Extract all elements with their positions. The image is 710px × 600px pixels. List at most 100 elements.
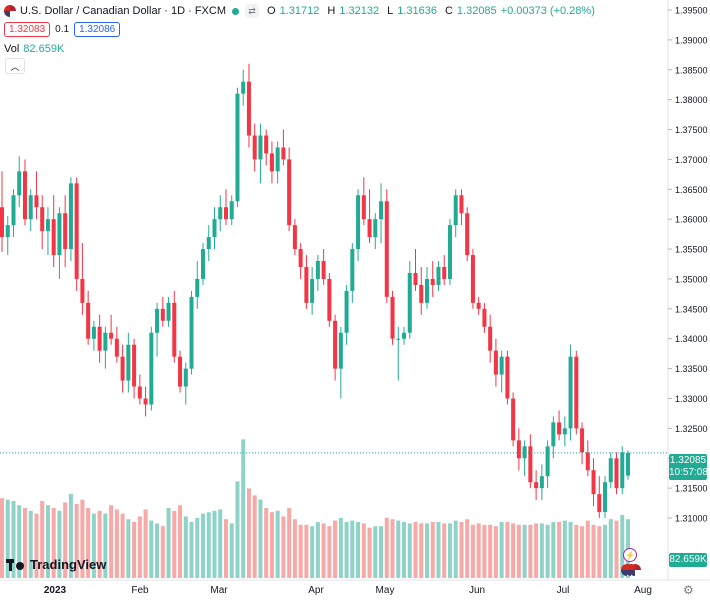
symbol-title[interactable]: U.S. Dollar / Canadian Dollar · 1D · FXC… [20, 5, 227, 17]
volume-bar [539, 523, 544, 578]
price-tick-label: 1.33500 [675, 364, 708, 374]
volume-bar [0, 498, 5, 578]
candle-body [149, 332, 154, 405]
volume-bar [384, 517, 389, 578]
candle-body [269, 153, 274, 172]
volume-bar [34, 513, 39, 578]
volume-bar [597, 526, 602, 578]
candle-body [488, 326, 493, 351]
volume-bar [11, 501, 16, 578]
candle-body [298, 249, 303, 267]
volume-bar [51, 508, 56, 578]
candle-body [453, 195, 458, 226]
candle-body [557, 422, 562, 435]
volume-bar [350, 520, 355, 578]
candle-body [551, 422, 556, 447]
candle-body [499, 356, 504, 375]
candle-body [367, 219, 372, 238]
volume-bar [235, 481, 240, 578]
volume-bar [264, 508, 269, 578]
candle-body [143, 398, 148, 405]
open-label: O [267, 5, 276, 17]
time-tick-label: Jul [557, 585, 570, 596]
volume-bar [419, 523, 424, 578]
candle-body [246, 81, 251, 136]
sell-button[interactable]: 1.32083 [4, 22, 51, 37]
volume-bar [155, 523, 160, 578]
volume-bar [482, 524, 487, 578]
gear-icon[interactable]: ⚙ [683, 583, 694, 597]
candle-body [534, 482, 539, 489]
volume-bar [373, 526, 378, 578]
volume-bar [315, 522, 320, 578]
candle-body [436, 267, 441, 285]
volume-bar [442, 523, 447, 578]
volume-legend[interactable]: Vol 82.659K [4, 43, 64, 55]
volume-bar [614, 520, 619, 578]
candle-body [45, 219, 50, 232]
price-axis[interactable]: 1.39500 1.39000 1.38500 1.38000 1.37500 1.370… [668, 5, 708, 524]
volume-label: Vol [4, 43, 20, 55]
price-tick-label: 1.31500 [675, 484, 708, 494]
candle-body [597, 494, 602, 513]
candle-body [28, 195, 33, 220]
volume-bar [522, 524, 527, 578]
dividend-event-icon[interactable]: ⚡ [623, 548, 637, 562]
collapse-legend-button[interactable]: ︿ [5, 58, 25, 74]
volume-bar [86, 508, 91, 578]
volume-bar [568, 522, 573, 578]
candle-body [608, 458, 613, 483]
candle-body [172, 302, 177, 357]
volume-bar [298, 524, 303, 578]
price-tick-label: 1.34000 [675, 334, 708, 344]
volume-bar [28, 510, 33, 578]
candle-body [384, 201, 389, 297]
candle-body [539, 476, 544, 489]
candles [0, 63, 631, 519]
volume-bar [493, 526, 498, 578]
market-status-icon[interactable] [232, 7, 240, 15]
volume-bar [57, 510, 62, 578]
volume-bar [63, 502, 68, 578]
candle-body [356, 195, 361, 250]
volume-bar [379, 526, 384, 578]
time-tick-label: 2023 [44, 585, 67, 596]
price-tick-label: 1.37000 [675, 155, 708, 165]
volume-bar [361, 523, 366, 578]
chevron-up-icon: ︿ [10, 61, 20, 72]
volume-bar [511, 523, 516, 578]
volume-bar [344, 522, 349, 578]
candle-body [120, 356, 125, 381]
candle-body [591, 470, 596, 495]
time-tick-label: Aug [634, 585, 652, 596]
candle-body [200, 249, 206, 279]
candle-body [505, 356, 510, 399]
volume-bar [143, 509, 148, 578]
price-tick-label: 1.31000 [675, 514, 708, 524]
candle-body [511, 398, 516, 441]
candle-body [57, 213, 62, 256]
volume-bar [333, 520, 338, 578]
buy-button[interactable]: 1.32086 [74, 22, 121, 37]
volume-tag: 82.659K [669, 553, 707, 567]
volume-bar [281, 516, 286, 578]
time-axis[interactable]: 2023 Feb Mar Apr May Jun Jul Aug [44, 585, 652, 596]
candle-body [327, 278, 332, 321]
candle-body [585, 452, 590, 471]
candle-body [447, 225, 452, 279]
candle-body [522, 446, 527, 459]
volume-bar [74, 503, 79, 578]
volume-bar [200, 513, 206, 578]
tradingview-logo[interactable]: TradingView [6, 557, 106, 572]
volume-bar [470, 524, 475, 578]
price-tick-label: 1.35500 [675, 245, 708, 255]
candle-body [189, 296, 194, 369]
compare-icon[interactable]: ⇄ [245, 4, 260, 18]
candle-body [333, 320, 338, 369]
logo-text: TradingView [30, 557, 107, 572]
candle-body [132, 344, 137, 387]
volume-bar [241, 439, 246, 578]
economic-event-flag-icon[interactable] [629, 564, 641, 576]
volume-bar [476, 523, 481, 578]
